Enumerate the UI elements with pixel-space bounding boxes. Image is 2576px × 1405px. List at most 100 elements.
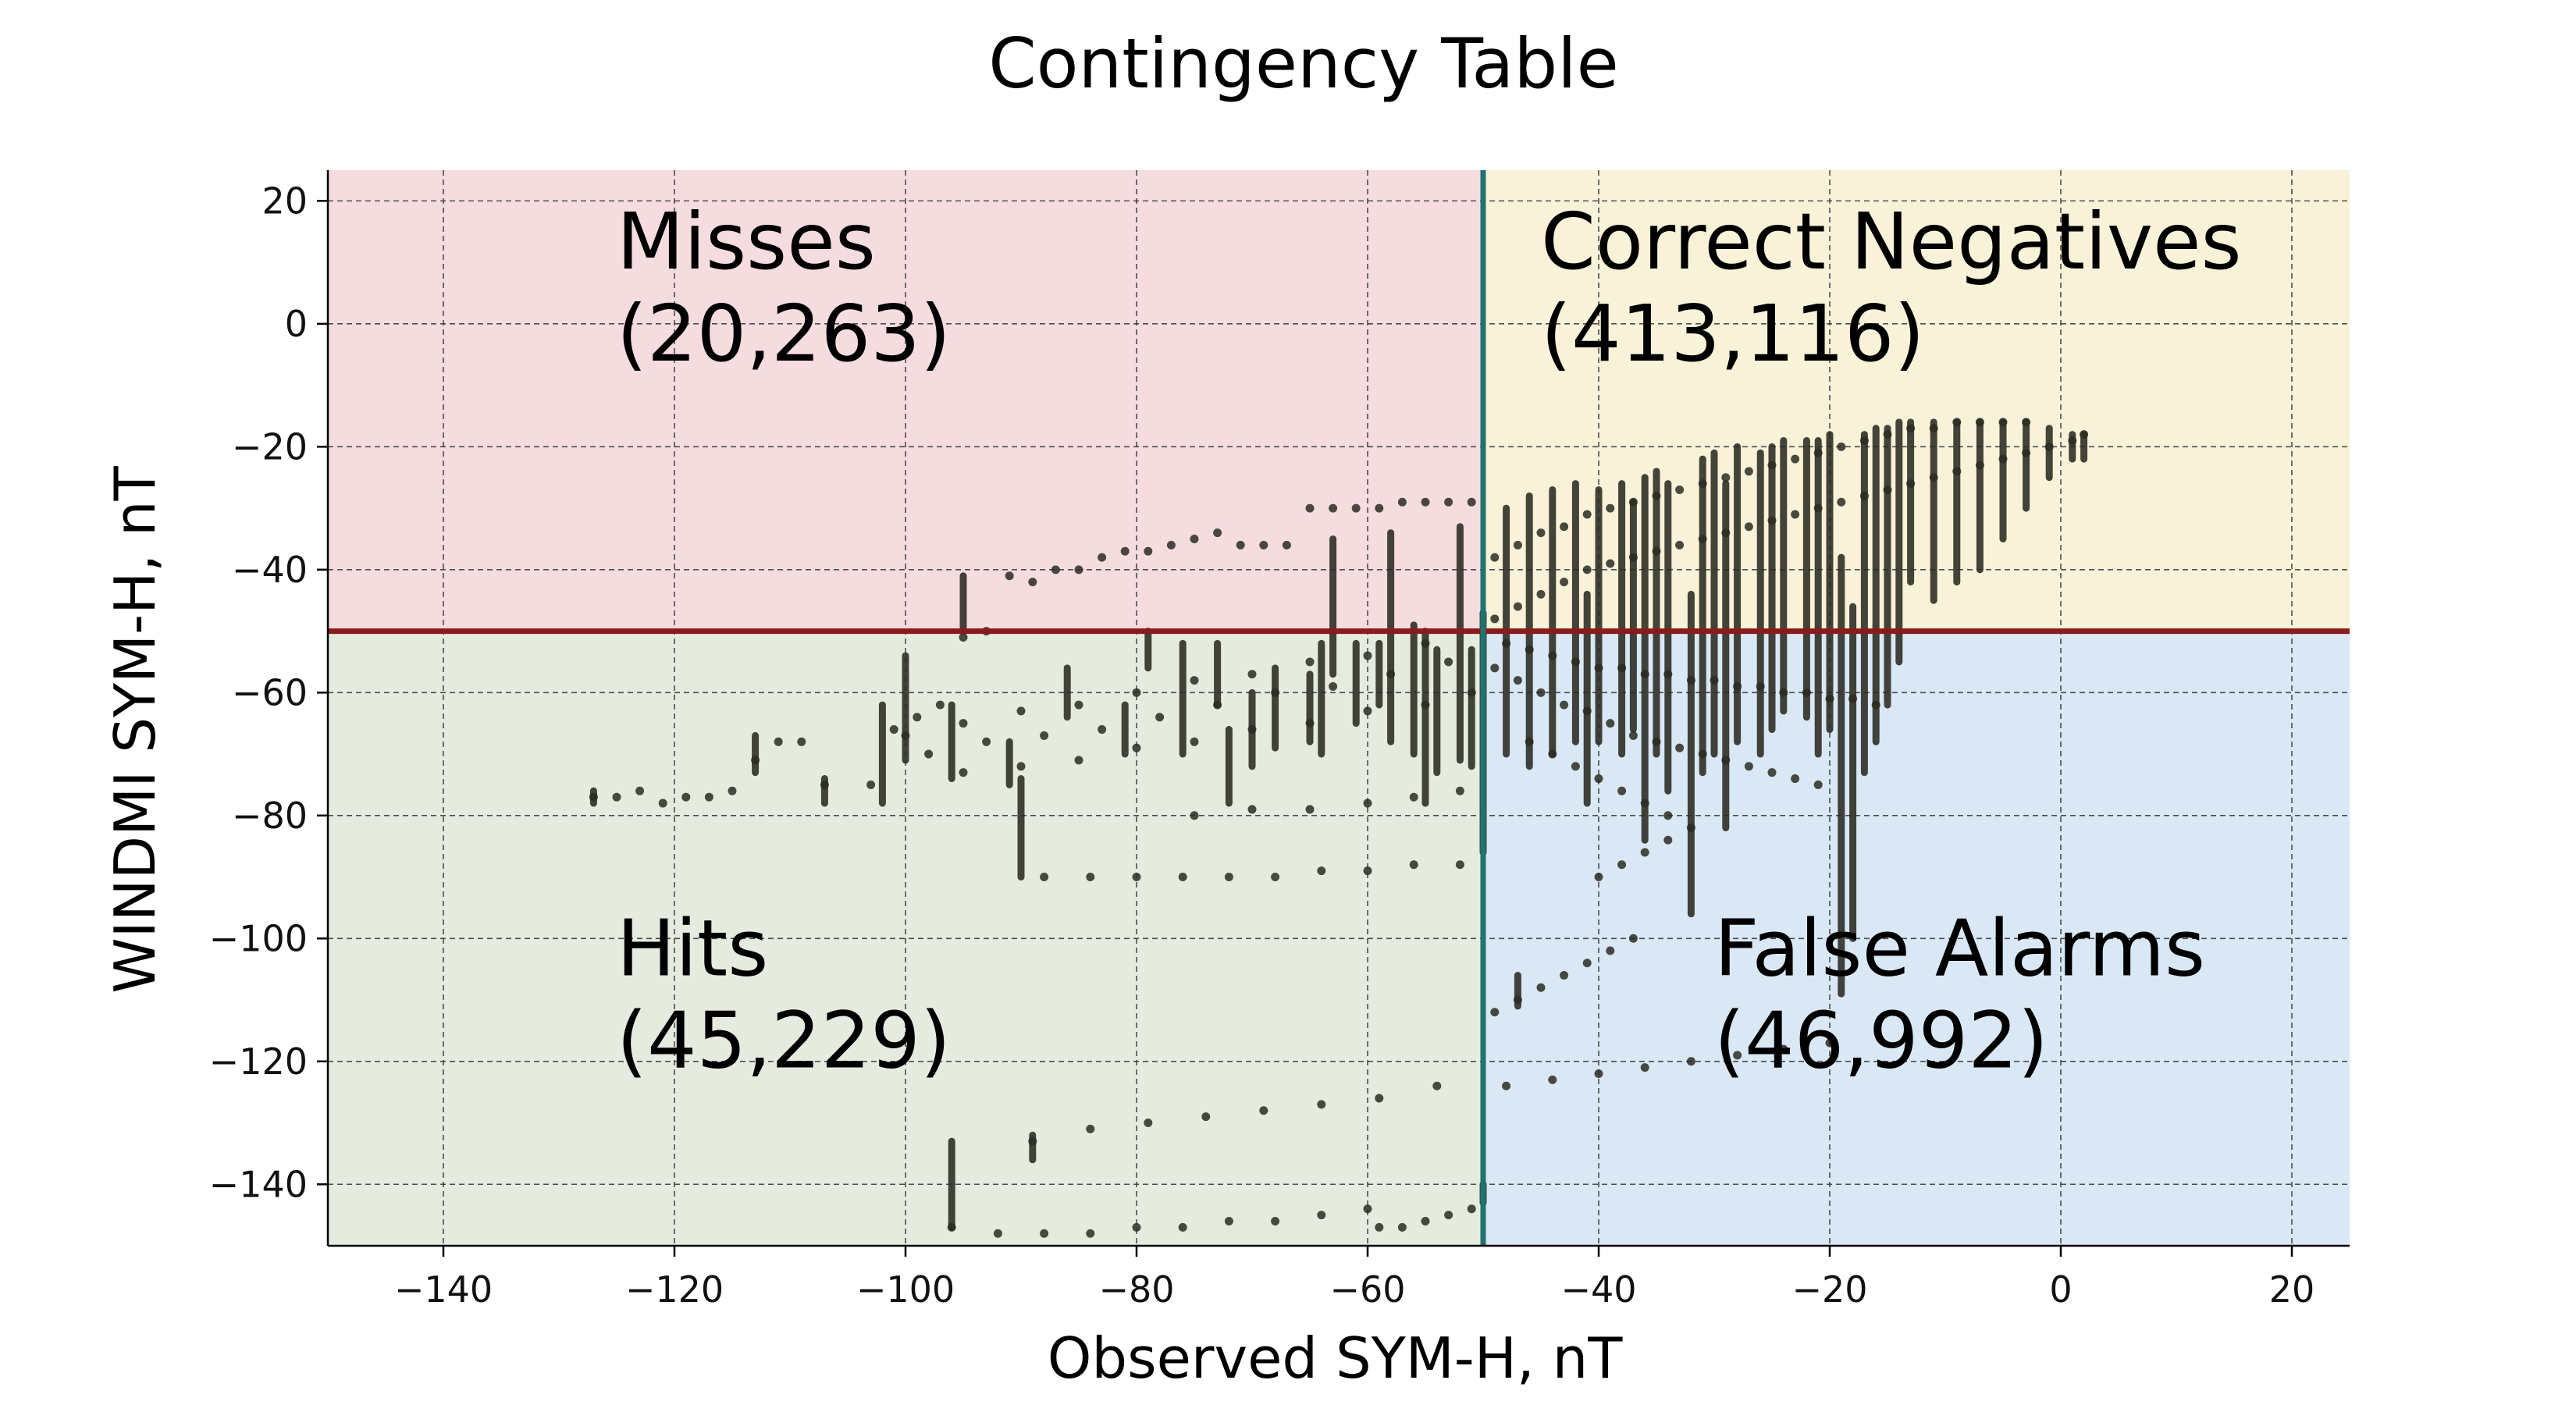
data-point <box>1224 1217 1233 1226</box>
data-point <box>1594 774 1603 784</box>
data-point <box>1606 719 1615 728</box>
data-point <box>1444 1211 1453 1220</box>
data-point <box>1548 1075 1557 1084</box>
data-point <box>1791 510 1800 519</box>
data-point <box>993 1229 1002 1238</box>
data-point <box>1652 737 1661 746</box>
data-point <box>1813 448 1823 457</box>
data-point <box>1628 731 1638 740</box>
data-point <box>1617 860 1627 870</box>
data-point <box>1582 706 1592 716</box>
data-point <box>1883 430 1892 439</box>
data-point <box>1791 774 1800 784</box>
data-point <box>1906 424 1916 433</box>
data-point <box>1317 1211 1326 1220</box>
data-point <box>947 1222 956 1232</box>
data-point <box>1317 1100 1326 1109</box>
data-point <box>1975 461 1984 470</box>
data-point <box>1582 510 1592 519</box>
data-point <box>1144 1119 1153 1128</box>
data-point <box>1560 522 1569 532</box>
quadrant-top-right <box>1483 170 2350 631</box>
y-tick-label: 0 <box>285 303 308 345</box>
data-point <box>1883 485 1892 494</box>
data-point <box>1386 670 1396 679</box>
data-point <box>1375 1094 1384 1103</box>
data-point <box>1698 534 1707 543</box>
x-tick-label: 20 <box>2269 1268 2315 1311</box>
data-point <box>1744 762 1753 771</box>
data-point <box>924 749 934 759</box>
quadrant-count-bottom-right: (46,992) <box>1714 995 2048 1087</box>
y-tick-label: −40 <box>232 549 308 591</box>
data-point <box>889 725 898 735</box>
data-point <box>1375 503 1384 513</box>
data-point <box>1929 473 1938 482</box>
data-point <box>1871 700 1880 710</box>
quadrant-labels: Misses(20,263) Correct Negatives(413,116)… <box>617 196 2242 1087</box>
data-point <box>1432 1081 1442 1090</box>
data-point <box>1040 873 1049 882</box>
quadrant-count-bottom-left: (45,229) <box>617 995 951 1087</box>
data-point <box>1582 959 1592 968</box>
data-point <box>681 792 691 802</box>
data-point <box>1351 503 1361 513</box>
data-point <box>1028 578 1037 587</box>
data-point <box>1594 663 1603 673</box>
data-point <box>1663 811 1673 820</box>
data-point <box>1502 638 1511 648</box>
data-point <box>1098 553 1107 562</box>
data-point <box>1513 540 1522 550</box>
data-point <box>1640 670 1649 679</box>
data-point <box>1571 657 1580 667</box>
data-point <box>935 700 945 710</box>
data-point <box>1224 873 1233 882</box>
data-point <box>1813 503 1823 513</box>
data-point <box>728 786 737 795</box>
threshold-lines <box>328 170 2350 1246</box>
data-point <box>1016 706 1026 716</box>
data-point <box>1686 1057 1695 1066</box>
data-point <box>1086 1229 1095 1238</box>
data-point <box>1247 805 1257 814</box>
y-tick-label: 20 <box>262 180 308 222</box>
data-point <box>1051 565 1060 574</box>
data-point <box>1998 454 2008 464</box>
data-point <box>1363 1204 1372 1214</box>
data-point <box>1686 823 1695 833</box>
data-point <box>1305 805 1315 814</box>
data-point <box>1606 559 1615 568</box>
data-point <box>1721 756 1731 765</box>
data-point <box>1098 725 1107 735</box>
data-point <box>1813 780 1823 789</box>
data-point <box>1663 835 1673 845</box>
data-point <box>1675 540 1685 550</box>
data-point <box>1132 1222 1141 1232</box>
data-point <box>658 799 667 808</box>
data-point <box>1513 676 1522 685</box>
data-point <box>1329 681 1338 691</box>
data-point <box>1548 651 1557 660</box>
data-point <box>1455 786 1464 795</box>
data-point <box>1271 688 1280 697</box>
data-point <box>2022 448 2031 457</box>
data-point <box>1536 589 1546 599</box>
data-point <box>751 756 760 765</box>
data-point <box>1144 546 1153 556</box>
data-point <box>1525 645 1534 654</box>
data-point <box>1837 497 1846 507</box>
data-point <box>1791 454 1800 464</box>
data-point <box>1305 657 1315 667</box>
data-point <box>1190 676 1199 685</box>
data-point <box>1721 528 1731 538</box>
data-point <box>1560 578 1569 587</box>
data-point <box>1259 540 1268 550</box>
data-point <box>2068 436 2077 445</box>
data-point <box>612 792 621 802</box>
data-point <box>2044 442 2054 451</box>
data-point <box>1166 540 1176 550</box>
data-point <box>1317 866 1326 876</box>
data-point <box>1536 688 1546 697</box>
data-point <box>1698 479 1707 489</box>
data-point <box>901 731 910 740</box>
